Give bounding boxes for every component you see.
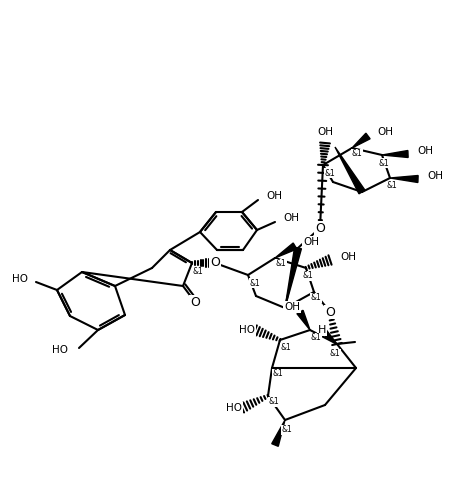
Text: &1: &1 bbox=[302, 272, 313, 280]
Text: O: O bbox=[189, 296, 199, 309]
Text: &1: &1 bbox=[329, 349, 340, 359]
Polygon shape bbox=[351, 133, 369, 148]
Text: OH: OH bbox=[416, 146, 432, 156]
Text: OH: OH bbox=[282, 213, 299, 223]
Text: &1: &1 bbox=[275, 260, 286, 268]
Text: O: O bbox=[314, 221, 324, 235]
Text: OH: OH bbox=[302, 237, 318, 247]
Polygon shape bbox=[274, 243, 296, 258]
Polygon shape bbox=[271, 420, 285, 446]
Text: O: O bbox=[210, 256, 220, 269]
Text: &1: &1 bbox=[272, 370, 283, 379]
Polygon shape bbox=[334, 147, 364, 194]
Text: &1: &1 bbox=[249, 278, 260, 288]
Text: &1: &1 bbox=[268, 397, 279, 407]
Text: HO: HO bbox=[12, 274, 28, 284]
Text: &1: &1 bbox=[281, 425, 292, 434]
Text: &1: &1 bbox=[324, 168, 335, 178]
Polygon shape bbox=[285, 247, 301, 308]
Text: HO: HO bbox=[239, 325, 254, 335]
Text: OH: OH bbox=[265, 191, 281, 201]
Text: &1: &1 bbox=[272, 370, 283, 379]
Text: O: O bbox=[324, 305, 334, 319]
Text: HO: HO bbox=[226, 403, 241, 413]
Polygon shape bbox=[389, 176, 417, 182]
Text: &1: &1 bbox=[351, 149, 362, 158]
Text: &1: &1 bbox=[386, 181, 396, 191]
Text: OH: OH bbox=[426, 171, 442, 181]
Polygon shape bbox=[296, 310, 309, 330]
Text: HO: HO bbox=[52, 345, 68, 355]
Text: OH: OH bbox=[376, 127, 392, 137]
Polygon shape bbox=[319, 327, 336, 344]
Text: &1: &1 bbox=[310, 293, 321, 302]
Text: &1: &1 bbox=[310, 334, 321, 343]
Text: &1: &1 bbox=[192, 267, 203, 276]
Text: OH: OH bbox=[316, 127, 332, 137]
Text: OH: OH bbox=[283, 302, 299, 312]
Text: H: H bbox=[317, 325, 326, 335]
Polygon shape bbox=[381, 151, 407, 157]
Text: &1: &1 bbox=[378, 158, 388, 168]
Text: OH: OH bbox=[339, 252, 355, 262]
Text: &1: &1 bbox=[280, 344, 291, 352]
